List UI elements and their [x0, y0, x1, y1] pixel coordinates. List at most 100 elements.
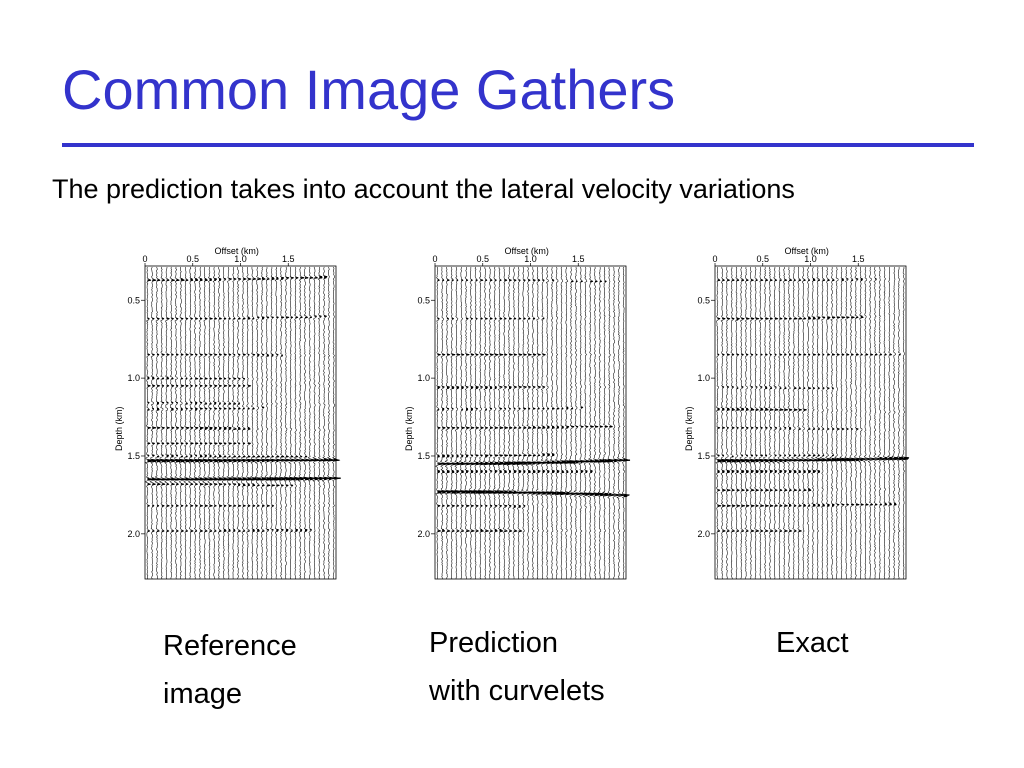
trace-line-27 — [843, 266, 852, 580]
trace-line-24 — [549, 266, 559, 580]
trace-line-31 — [293, 266, 303, 580]
trace-line-33 — [302, 266, 312, 580]
trace-line-37 — [321, 266, 331, 580]
x-tick-label-0: 0 — [142, 254, 147, 264]
trace-line-17 — [516, 266, 526, 580]
trace-fill-27 — [566, 406, 573, 495]
trace-line-37 — [612, 266, 621, 580]
trace-fill-15 — [219, 278, 226, 532]
trace-fill-11 — [199, 278, 208, 532]
trace-fill-30 — [290, 277, 298, 532]
x-axis-label: Offset (km) — [505, 246, 549, 256]
trace-fill-31 — [865, 353, 872, 506]
trace-fill-17 — [228, 278, 236, 532]
trace-fill-17 — [518, 279, 526, 532]
trace-fill-13 — [499, 279, 505, 532]
trace-line-34 — [307, 266, 317, 580]
trace-fill-29 — [575, 280, 584, 495]
trace-fill-23 — [827, 279, 834, 507]
trace-line-25 — [834, 266, 842, 579]
trace-fill-23 — [547, 407, 555, 495]
trace-line-19 — [525, 266, 536, 580]
trace-fill-20 — [812, 278, 820, 507]
trace-fill-32 — [590, 280, 598, 496]
trace-line-32 — [867, 266, 878, 580]
trace-fill-25 — [836, 316, 842, 506]
gather-reference: Offset (km) 0 0.5 1.0 1.5 Depth (km) 0.5 1.0 1.5… — [110, 244, 350, 589]
trace-fill-39 — [333, 458, 341, 479]
trace-fill-22 — [542, 279, 550, 495]
slide-subtitle: The prediction takes into account the la… — [52, 174, 795, 204]
trace-fill-5 — [741, 279, 748, 532]
trace-line-35 — [312, 266, 322, 580]
caption-exact-line-1: Exact — [776, 627, 849, 659]
trace-line-3 — [450, 266, 460, 580]
trace-line-33 — [593, 266, 602, 580]
y-tick-label-0: 0.5 — [417, 295, 430, 305]
trace-fill-10 — [195, 278, 203, 532]
x-tick-label-2: 1.0 — [234, 254, 247, 264]
trace-line-36 — [887, 266, 897, 580]
x-tick-label-0: 0 — [432, 254, 437, 264]
trace-line-30 — [578, 266, 588, 580]
y-tick-label-2: 1.5 — [127, 451, 140, 461]
trace-fill-19 — [238, 278, 245, 532]
trace-fill-5 — [171, 279, 179, 532]
trace-line-10 — [192, 266, 203, 580]
trace-fill-32 — [870, 353, 878, 506]
trace-fill-9 — [190, 278, 198, 532]
trace-line-0 — [144, 266, 155, 580]
trace-fill-7 — [750, 279, 757, 532]
x-axis-label: Offset (km) — [785, 246, 829, 256]
trace-fill-24 — [831, 279, 839, 507]
trace-line-14 — [212, 266, 222, 580]
trace-line-32 — [297, 266, 308, 580]
trace-fill-10 — [485, 279, 492, 532]
trace-line-31 — [582, 266, 593, 580]
y-tick-label-1: 1.0 — [697, 373, 710, 383]
gather-prediction: Offset (km) 0 0.5 1.0 1.5 Depth (km) 0.5 1.0 1.5… — [400, 244, 640, 589]
y-tick-label-0: 0.5 — [127, 295, 140, 305]
trace-fill-16 — [793, 279, 801, 532]
trace-fill-6 — [176, 279, 183, 532]
trace-fill-8 — [185, 279, 193, 532]
trace-line-35 — [602, 266, 613, 580]
trace-line-26 — [559, 266, 569, 580]
trace-line-28 — [279, 266, 289, 580]
trace-fill-30 — [580, 280, 588, 495]
trace-fill-37 — [614, 459, 621, 496]
trace-fill-21 — [537, 279, 545, 495]
y-tick-label-2: 1.5 — [697, 451, 710, 461]
trace-line-7 — [178, 266, 189, 580]
trace-fill-15 — [789, 279, 796, 532]
trace-fill-27 — [276, 277, 283, 532]
trace-fill-37 — [894, 457, 900, 506]
trace-fill-0 — [717, 279, 723, 532]
trace-line-29 — [573, 266, 584, 580]
trace-line-31 — [863, 266, 872, 580]
trace-fill-37 — [324, 275, 331, 481]
trace-line-32 — [587, 266, 598, 580]
trace-fill-19 — [808, 279, 815, 507]
trace-fill-32 — [300, 277, 308, 532]
trace-line-23 — [254, 266, 264, 580]
trace-fill-34 — [309, 277, 317, 531]
trace-fill-11 — [769, 279, 777, 532]
trace-fill-23 — [257, 278, 264, 532]
trace-fill-35 — [604, 280, 612, 496]
trace-fill-33 — [594, 280, 602, 496]
trace-fill-3 — [451, 279, 460, 532]
trace-fill-28 — [851, 279, 857, 506]
trace-fill-28 — [281, 277, 289, 531]
trace-line-9 — [187, 266, 198, 580]
traces — [144, 266, 341, 580]
trace-line-8 — [473, 266, 483, 580]
y-tick-label-3: 2.0 — [697, 529, 710, 539]
x-tick-label-0: 0 — [712, 254, 717, 264]
trace-fill-20 — [242, 278, 250, 532]
trace-fill-34 — [599, 280, 606, 496]
trace-line-20 — [810, 266, 820, 580]
y-tick-label-1: 1.0 — [127, 373, 140, 383]
trace-line-19 — [806, 266, 816, 580]
